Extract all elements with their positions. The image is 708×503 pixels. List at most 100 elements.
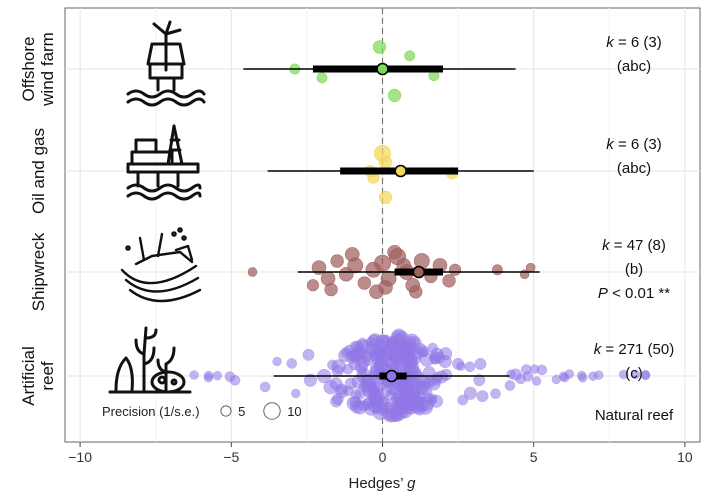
annotation-line: k = 47 (8) [602,237,666,254]
data-point [414,397,430,412]
data-point [286,358,298,369]
data-point [311,260,327,275]
annotation-text: = 47 (8) [610,237,666,254]
data-point [490,388,501,399]
data-point [352,340,363,351]
category-label: Shipwreck [29,232,48,311]
precision-legend: Precision (1/s.e.) 5 10 [102,402,302,420]
category-label: Offshorewind farm [19,32,57,107]
data-point [476,390,489,403]
data-point [442,274,456,288]
annotation-line: (abc) [617,160,651,177]
data-point [330,254,344,268]
data-point [370,394,384,408]
legend-title: Precision (1/s.e.) [102,404,200,419]
data-point [551,374,562,385]
data-point [504,380,516,391]
annotation-line: P < 0.01 ** [598,285,670,302]
category-label-line: wind farm [38,32,57,107]
annotation-symbol: k [602,237,611,254]
annotation-line: k = 6 (3) [606,34,661,51]
data-point [378,155,393,169]
data-point [378,280,393,295]
data-point [331,393,344,406]
data-point [324,282,338,297]
x-axis-tick-label: 0 [379,449,387,465]
x-axis-title-symbol: g [407,475,416,492]
annotation-symbol: k [606,136,615,153]
data-point [378,190,393,205]
data-point [345,247,360,262]
estimate-point [385,369,398,383]
data-point [338,349,352,363]
estimate-point [376,62,389,76]
x-axis-tick-label: 5 [530,449,538,465]
data-point [272,356,282,367]
category-labels: Offshorewind farm Oil and gas Shipwreck Art… [19,32,57,406]
category-label-line: Shipwreck [29,232,48,311]
data-point [302,348,315,361]
data-point [618,369,629,380]
x-axis-tick-label: 10 [677,449,693,465]
data-point [397,386,413,403]
data-point [224,371,236,382]
data-point [530,364,540,374]
data-point [630,369,641,380]
data-point [404,50,416,62]
data-point [474,358,487,370]
annotation-symbol: k [606,34,615,51]
data-point [531,376,542,386]
x-axis-tick-label: −10 [68,449,92,465]
data-point [306,279,319,292]
data-point [355,354,371,369]
category-label: Artificialreef [19,346,57,406]
estimate-layer [243,62,540,383]
data-point [387,88,402,103]
data-point [203,370,214,381]
data-point [212,371,223,381]
annotation-line: (c) [625,365,643,382]
data-point [440,368,453,381]
estimate-point [394,164,407,178]
data-point [492,264,503,276]
data-point [414,374,430,390]
data-point [342,363,354,375]
reference-label: Natural reef [595,407,674,424]
data-point [464,361,476,373]
data-point [578,373,588,383]
data-point [291,388,301,399]
data-point [385,390,397,401]
shipwreck-icon [120,227,202,303]
annotation-line: k = 6 (3) [606,136,661,153]
x-axis: −10 −5 0 5 10 [68,442,693,465]
data-point [372,40,387,54]
data-point [350,400,364,414]
data-point [259,381,271,393]
data-point [405,336,417,347]
annotation-text: = 271 (50) [601,341,674,358]
annotation-line: (abc) [617,58,651,75]
data-point [303,373,317,387]
estimate-point [412,265,426,279]
wind-turbine-icon [126,20,206,107]
x-axis-tick-label: −5 [223,449,239,465]
legend-label: 5 [238,404,245,419]
data-point [520,364,532,375]
data-point [357,276,371,290]
data-point [525,262,536,273]
annotation-symbol: k [594,341,603,358]
data-point [387,244,402,260]
data-point [316,72,328,84]
data-point [588,371,598,381]
data-point [509,368,522,381]
data-point [247,267,258,277]
data-point [418,347,429,358]
data-point [456,361,466,371]
data-point [449,263,462,276]
category-label-line: Artificial [19,346,38,406]
data-point [457,394,469,406]
category-label: Oil and gas [29,128,48,214]
data-point [463,386,477,400]
category-label-line: Oil and gas [29,128,48,214]
